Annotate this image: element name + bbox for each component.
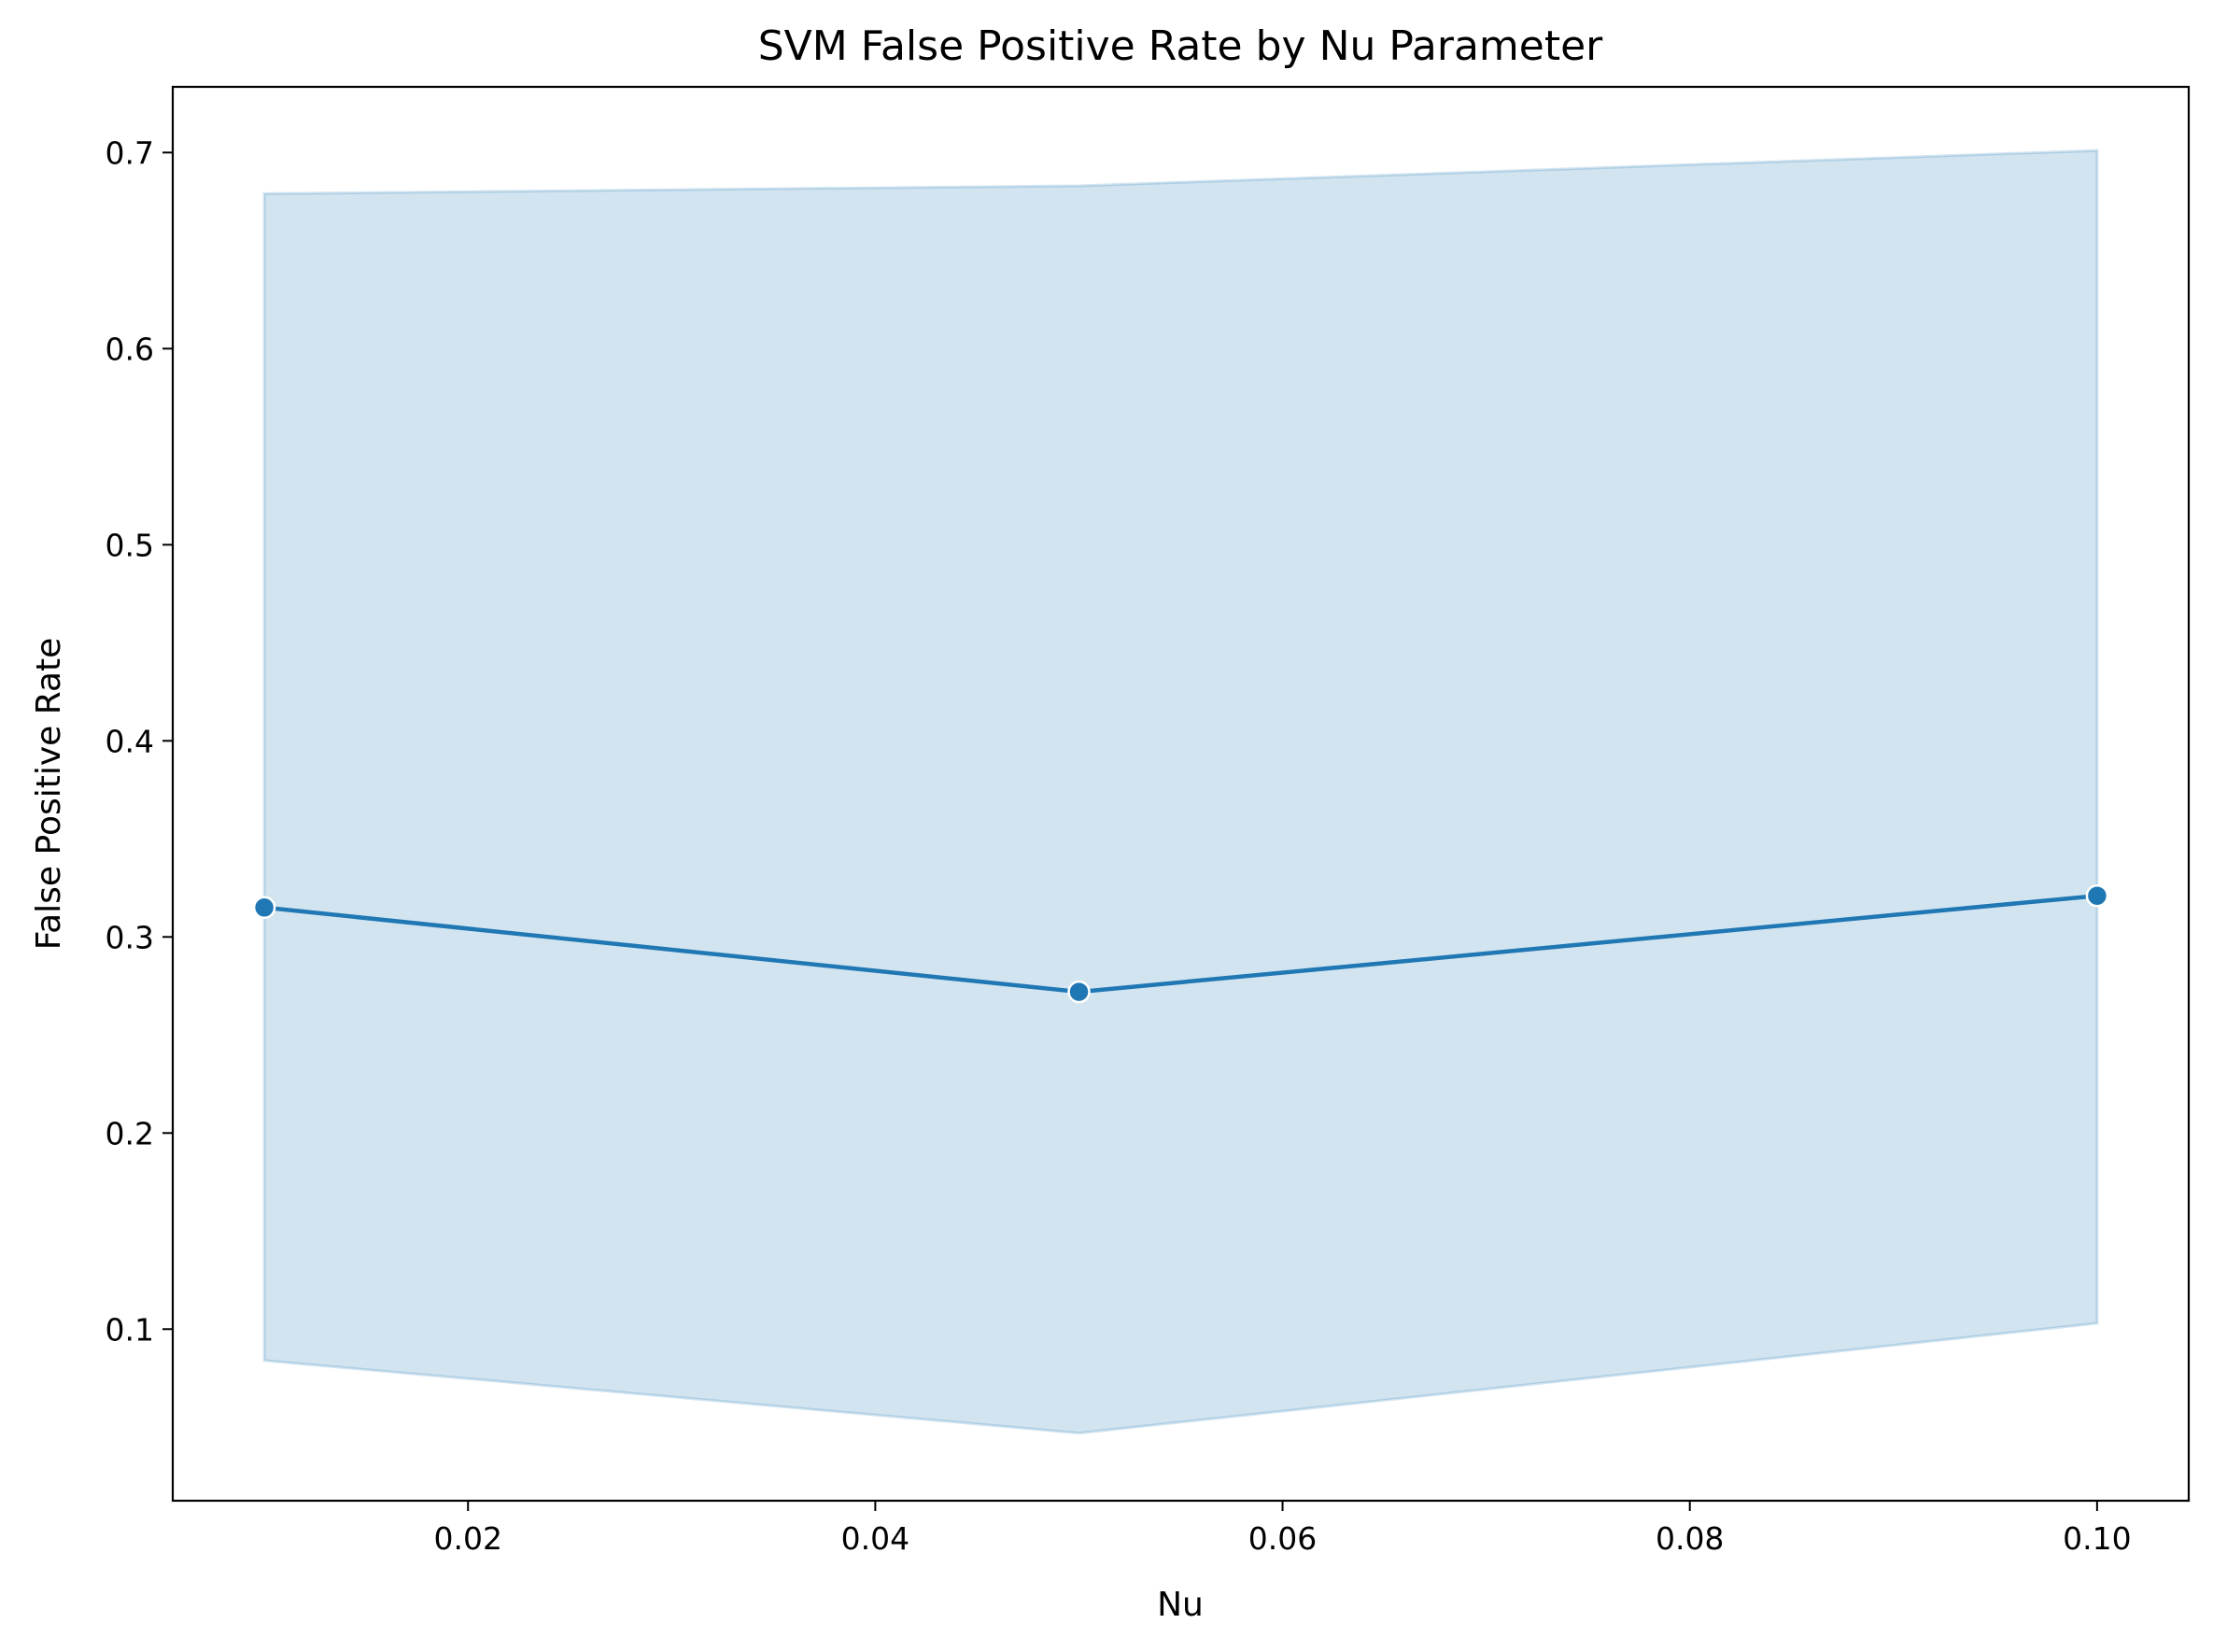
x-tick-label: 0.10 [2063,1520,2131,1557]
y-tick-label: 0.2 [106,1115,154,1151]
confidence-band [262,148,2099,1435]
x-tick-label: 0.02 [433,1520,501,1557]
y-axis-label: False Positive Rate [30,638,68,951]
chart-title: SVM False Positive Rate by Nu Parameter [758,22,1603,70]
x-tick-label: 0.08 [1656,1520,1724,1557]
x-axis: 0.02 0.04 0.06 0.08 0.10 [433,1501,2132,1557]
data-point [2085,883,2109,908]
data-point [252,896,276,920]
y-tick-label: 0.1 [106,1311,154,1348]
y-tick-label: 0.7 [106,134,154,171]
x-tick-label: 0.04 [841,1520,909,1557]
data-point [1067,980,1091,1004]
x-tick-label: 0.06 [1248,1520,1317,1557]
plot-area [252,148,2109,1435]
x-axis-label: Nu [1157,1586,1204,1624]
y-tick-label: 0.5 [106,527,154,563]
y-tick-label: 0.4 [106,723,154,759]
plot-frame [171,85,2191,1503]
y-axis: 0.1 0.2 0.3 0.4 0.5 0.6 0.7 [106,134,173,1348]
y-tick-label: 0.3 [106,919,154,955]
y-tick-label: 0.6 [106,331,154,367]
